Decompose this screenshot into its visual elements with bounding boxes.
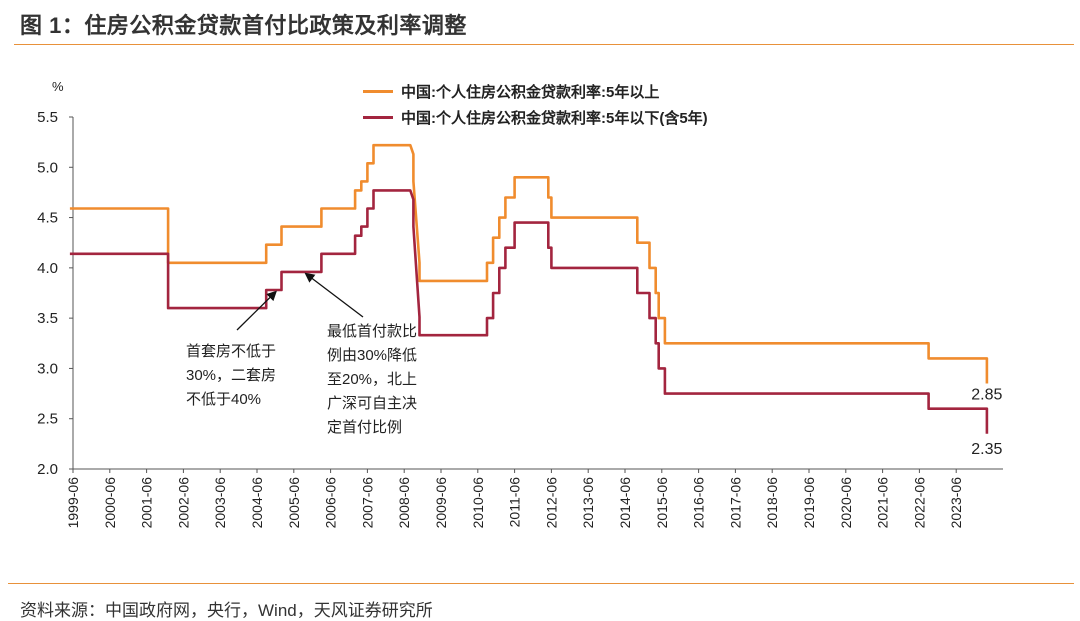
legend-swatch-over5y [363,89,393,93]
legend: 中国:个人住房公积金贷款利率:5年以上 中国:个人住房公积金贷款利率:5年以下(… [363,78,708,130]
annotation-down-payment: 最低首付款比 例由30%降低 至20%，北上 广深可自主决 定首付比例 [327,323,418,436]
y-tick-label: 5.0 [37,159,58,176]
legend-swatch-under5y [363,115,393,119]
y-tick-label: 2.5 [37,411,58,428]
series-line-over5y [69,143,989,384]
legend-item-under5y: 中国:个人住房公积金贷款利率:5年以下(含5年) [363,104,708,130]
y-tick-label: 3.5 [37,310,58,327]
x-tick-label: 2010-06 [470,477,486,529]
source-rule [8,583,1074,584]
x-tick-label: 2008-06 [396,477,412,529]
x-tick-label: 2018-06 [764,477,780,529]
x-tick-label: 2021-06 [875,477,891,529]
x-tick-label: 2004-06 [249,477,265,529]
y-tick-label: 5.5 [37,109,58,126]
y-tick-label: 2.0 [37,461,58,478]
y-tick-label: 3.0 [37,360,58,377]
annotation-first-home: 首套房不低于 30%，二套房 不低于40% [186,343,277,408]
x-tick-label: 2016-06 [691,477,707,529]
x-tick-label: 2005-06 [286,477,302,529]
x-tick-label: 2014-06 [617,477,633,529]
x-tick-label: 2001-06 [139,477,155,529]
x-tick-label: 1999-06 [65,477,81,529]
x-tick-label: 2015-06 [654,477,670,529]
x-tick-label: 2000-06 [102,477,118,529]
end-label-under5y: 2.35 [971,441,1002,458]
y-tick-label: 4.0 [37,260,58,277]
x-tick-label: 2002-06 [175,477,191,529]
annotation-arrow [304,272,364,318]
x-tick-label: 2013-06 [580,477,596,529]
x-tick-label: 2003-06 [212,477,228,529]
x-tick-label: 2007-06 [359,477,375,529]
x-tick-label: 2017-06 [727,477,743,529]
x-tick-label: 2019-06 [801,477,817,529]
title-rule [14,44,1074,45]
x-tick-label: 2012-06 [543,477,559,529]
end-label-over5y: 2.85 [971,387,1002,404]
annotation-arrow [236,290,277,331]
legend-label-under5y: 中国:个人住房公积金贷款利率:5年以下(含5年) [401,109,708,127]
series-line-under5y [69,189,989,434]
figure-title: 图 1：住房公积金贷款首付比政策及利率调整 [20,13,467,38]
x-tick-label: 2020-06 [838,477,854,529]
x-tick-label: 2023-06 [948,477,964,529]
y-tick-label: 4.5 [37,210,58,227]
x-tick-label: 2006-06 [323,477,339,529]
x-tick-label: 2009-06 [433,477,449,529]
legend-label-over5y: 中国:个人住房公积金贷款利率:5年以上 [401,83,660,101]
legend-item-over5y: 中国:个人住房公积金贷款利率:5年以上 [363,78,708,104]
source-note: 资料来源：中国政府网，央行，Wind，天风证券研究所 [20,601,433,620]
x-tick-label: 2022-06 [911,477,927,529]
y-axis-unit: % [52,79,64,94]
x-tick-label: 2011-06 [507,477,523,528]
